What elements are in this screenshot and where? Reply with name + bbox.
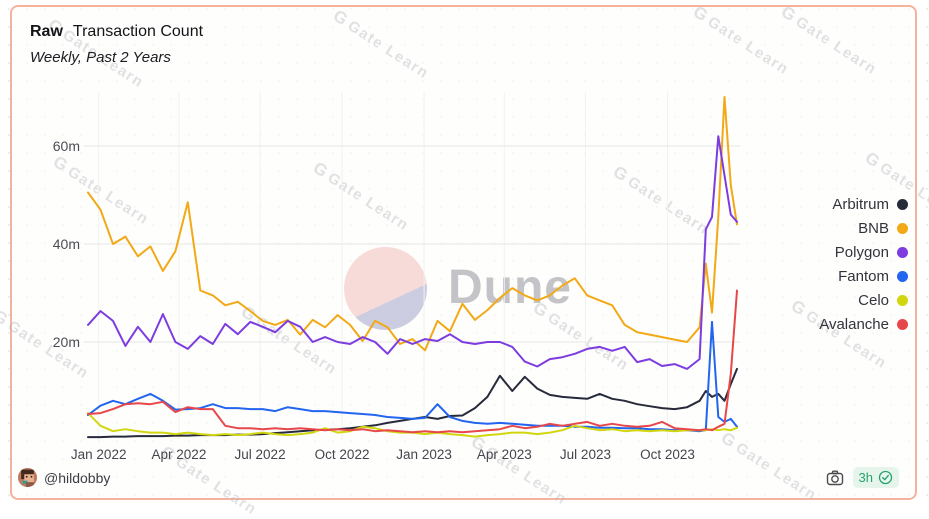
chart-legend: Arbitrum BNB Polygon Fantom Celo Avalanche — [819, 195, 908, 333]
x-axis-tick-label: Jan 2023 — [396, 447, 452, 462]
legend-label: Fantom — [838, 267, 889, 285]
last-refresh-badge[interactable]: 3h — [852, 467, 899, 488]
series-line-fantom — [87, 320, 738, 433]
legend-color-dot — [897, 294, 908, 306]
legend-item-avalanche[interactable]: Avalanche — [819, 315, 908, 333]
legend-label: Avalanche — [819, 315, 889, 333]
legend-item-bnb[interactable]: BNB — [858, 219, 908, 237]
page-title: Transaction Count — [72, 23, 204, 40]
x-axis-tick-label: Jan 2022 — [71, 447, 127, 462]
dune-watermark: Dune — [448, 261, 572, 314]
series-line-avalanche — [87, 289, 738, 434]
legend-color-dot — [897, 246, 908, 258]
series-line-bnb — [87, 96, 738, 352]
legend-label: Celo — [858, 291, 889, 309]
dune-logo-icon — [344, 247, 427, 330]
camera-icon[interactable] — [826, 470, 844, 486]
verified-check-icon — [878, 470, 893, 485]
refresh-age-label: 3h — [858, 470, 873, 485]
x-axis-tick-label: Oct 2023 — [640, 447, 695, 462]
legend-item-polygon[interactable]: Polygon — [834, 243, 908, 261]
y-axis-tick-label: 60m — [53, 138, 80, 154]
legend-color-dot — [897, 198, 908, 210]
footer-actions: 3h — [826, 467, 899, 488]
x-axis-tick-label: Jul 2022 — [235, 447, 286, 462]
chart-header: Raw Transaction Count Weekly, Past 2 Year… — [30, 23, 203, 66]
legend-label: Polygon — [834, 243, 889, 261]
legend-item-celo[interactable]: Celo — [858, 291, 908, 309]
legend-label: Arbitrum — [832, 195, 889, 213]
series-line-polygon — [87, 135, 738, 370]
y-axis-tick-label: 20m — [53, 334, 80, 350]
author: @hildobby — [18, 468, 110, 487]
x-axis-tick-label: Apr 2022 — [152, 447, 207, 462]
legend-label: BNB — [858, 219, 889, 237]
author-avatar — [18, 468, 37, 487]
legend-item-arbitrum[interactable]: Arbitrum — [832, 195, 908, 213]
x-axis-tick-label: Oct 2022 — [315, 447, 370, 462]
legend-item-fantom[interactable]: Fantom — [838, 267, 908, 285]
series-line-celo — [87, 412, 738, 438]
author-handle[interactable]: @hildobby — [44, 469, 111, 486]
subtitle: Weekly, Past 2 Years — [30, 49, 171, 66]
chart-card: Raw Transaction Count Weekly, Past 2 Year… — [10, 5, 917, 500]
legend-color-dot — [897, 270, 908, 282]
y-axis-tick-label: 40m — [53, 236, 80, 252]
x-axis-tick-label: Apr 2023 — [477, 447, 532, 462]
legend-color-dot — [897, 222, 908, 234]
legend-color-dot — [897, 318, 908, 330]
title-prefix: Raw — [30, 23, 63, 40]
avatar-pixel-art — [18, 468, 37, 487]
x-axis-tick-label: Jul 2023 — [560, 447, 611, 462]
